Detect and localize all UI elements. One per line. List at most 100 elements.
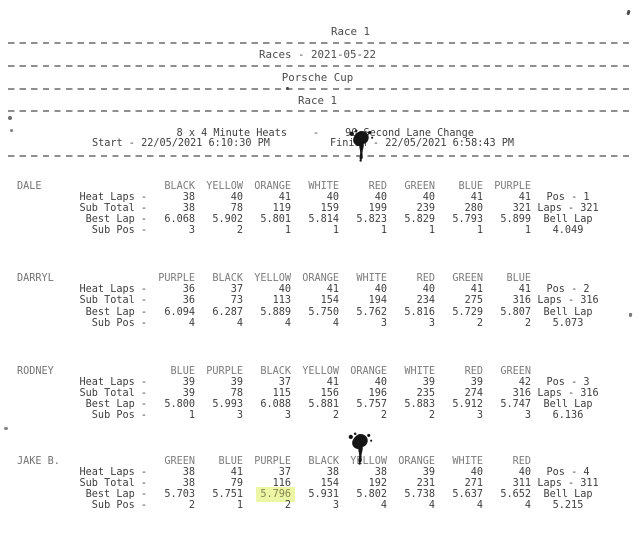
sub-pos-value: 3	[332, 500, 339, 512]
sub-pos-value: 4	[524, 500, 531, 512]
row-label: Best Lap -	[85, 399, 147, 411]
best-lap-value: 6.287	[212, 306, 243, 318]
sub-total-row: Sub Total - 36 73 113 154 194 234 275 316 Laps - …	[0, 295, 640, 306]
sub-pos-value: 2	[428, 410, 435, 422]
sub-pos-value: 1	[524, 225, 531, 237]
best-lap-value: 5.931	[308, 489, 339, 501]
best-lap-value: 5.881	[308, 399, 339, 411]
heat-laps-value: 40	[374, 191, 387, 203]
heat-laps-value: 41	[470, 284, 483, 296]
lane-header: PURPLE	[494, 180, 531, 192]
lane-header: GREEN	[500, 365, 531, 377]
heat-laps-value: 40	[374, 284, 387, 296]
best-lap-value: 5.814	[308, 214, 339, 226]
sub-pos-row: Sub Pos - 4 4 4 4 3 3 2 2 5.073	[0, 318, 640, 329]
scan-speck	[286, 87, 289, 90]
sub-pos-value: 4	[332, 317, 339, 329]
heat-laps-value: 40	[278, 284, 291, 296]
lane-header: BLACK	[308, 455, 339, 467]
scan-speck	[10, 129, 13, 132]
sub-pos-value: 1	[188, 410, 195, 422]
lane-header: WHITE	[452, 455, 483, 467]
heat-laps-value: 40	[230, 191, 243, 203]
best-lap-value: 5.703	[164, 489, 195, 501]
heat-laps-value: 38	[182, 466, 195, 478]
heat-laps-value: 42	[518, 376, 531, 388]
heat-laps-value: 36	[182, 284, 195, 296]
lane-header: YELLOW	[350, 455, 387, 467]
heat-laps-value: 41	[518, 191, 531, 203]
sub-pos-value: 1	[380, 225, 387, 237]
sub-pos-value: 2	[188, 500, 195, 512]
sub-pos-value: 2	[236, 225, 243, 237]
best-lap-value: 5.823	[356, 214, 387, 226]
lane-header: WHITE	[404, 365, 435, 377]
sub-pos-value: 1	[476, 225, 483, 237]
sub-total-value: 316	[512, 295, 531, 307]
lane-header: BLUE	[506, 273, 531, 284]
lane-header: PURPLE	[206, 365, 243, 377]
total-laps-note: Laps - 321	[537, 202, 599, 214]
divider	[8, 88, 632, 90]
lane-header: WHITE	[356, 273, 387, 284]
best-lap-value: 5.816	[404, 306, 435, 318]
format-separator: -	[312, 128, 320, 139]
scan-speck	[8, 116, 12, 120]
sub-pos-value: 3	[284, 410, 291, 422]
start-time: Start - 22/05/2021 6:10:30 PM	[92, 138, 270, 149]
sub-pos-value: 1	[236, 500, 243, 512]
sub-total-value: 196	[368, 387, 387, 399]
highlighted-best-lap: 5.796	[256, 487, 295, 503]
lane-header: BLUE	[458, 180, 483, 192]
best-lap-value: 5.652	[500, 489, 531, 501]
sub-pos-value: 2	[524, 317, 531, 329]
lane-header: ORANGE	[350, 365, 387, 377]
heat-laps-value: 40	[470, 466, 483, 478]
row-label: Heat Laps -	[79, 284, 147, 296]
heat-laps-value: 39	[422, 466, 435, 478]
sub-pos-value: 4	[380, 500, 387, 512]
position-note: Pos - 1	[546, 191, 590, 203]
sub-total-value: 113	[272, 295, 291, 307]
sub-total-value: 311	[512, 477, 531, 489]
heat-laps-value: 41	[518, 284, 531, 296]
lane-header: BLUE	[170, 365, 195, 377]
sub-pos-value: 2	[476, 317, 483, 329]
best-lap-value: 5.762	[356, 306, 387, 318]
sub-total-value: 271	[464, 477, 483, 489]
best-lap-value: 5.801	[260, 214, 291, 226]
best-lap-value: 5.793	[452, 214, 483, 226]
sub-pos-row: Sub Pos - 1 3 3 2 2 2 3 3 6.136	[0, 410, 640, 421]
lane-header: GREEN	[452, 273, 483, 284]
lane-header: RED	[464, 365, 483, 377]
heat-laps-row: Heat Laps - 39 39 37 41 40 39 39 42 Pos - 3	[0, 377, 640, 388]
row-label: Sub Pos -	[91, 225, 147, 237]
best-lap-value: 5.807	[500, 306, 531, 318]
best-lap-value: 5.750	[308, 306, 339, 318]
row-label: Best Lap -	[85, 306, 147, 318]
best-lap-value: 5.829	[404, 214, 435, 226]
row-label: Best Lap -	[85, 489, 147, 501]
row-label: Heat Laps -	[79, 466, 147, 478]
sub-total-value: 73	[230, 295, 243, 307]
sub-total-value: 231	[416, 477, 435, 489]
driver-block: RODNEY BLUE PURPLE BLACK YELLOW ORANGE WHITE RE…	[0, 366, 640, 422]
finish-time: Finish - 22/05/2021 6:58:43 PM	[330, 138, 515, 149]
heat-laps-value: 40	[422, 284, 435, 296]
sub-pos-value: 3	[476, 410, 483, 422]
heat-laps-value: 41	[326, 284, 339, 296]
sub-pos-value: 4	[236, 317, 243, 329]
page-header-title: Race 1	[331, 25, 371, 38]
divider	[8, 65, 632, 67]
sub-total-value: 321	[512, 202, 531, 214]
lane-header: YELLOW	[206, 180, 243, 192]
sub-total-value: 275	[464, 295, 483, 307]
sub-pos-value: 1	[428, 225, 435, 237]
lane-header: BLACK	[212, 273, 243, 284]
best-lap-value: 5.802	[356, 489, 387, 501]
row-label: Sub Pos -	[91, 500, 147, 512]
races-collection-title: Races - 2021-05-22	[258, 48, 376, 61]
driver-name: RODNEY	[17, 365, 54, 377]
heat-laps-row: Heat Laps - 36 37 40 41 40 40 41 41 Pos - 2	[0, 284, 640, 295]
lane-header: RED	[512, 455, 531, 467]
